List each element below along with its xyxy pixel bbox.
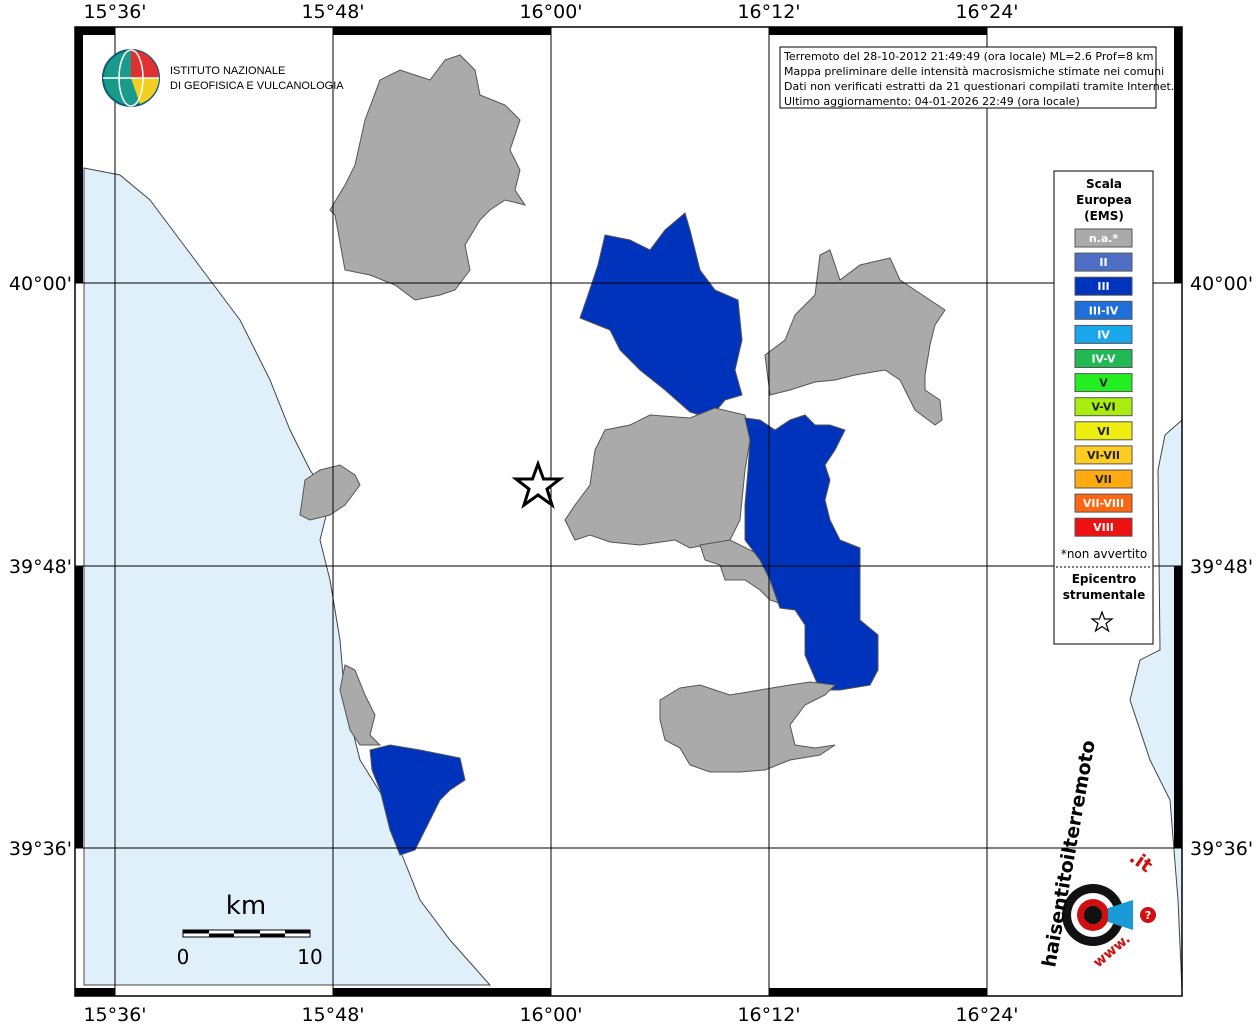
area-iii: [369, 744, 466, 856]
info-box: [779, 46, 1157, 109]
frame-bands: [75, 27, 1182, 996]
legend-note: *non avvertito: [1061, 547, 1147, 561]
info-line: Ultimo aggiornamento: 04-01-2026 22:49 (…: [784, 95, 1080, 108]
ingv-logo: ISTITUTO NAZIONALE DI GEOFISICA E VULCAN…: [102, 49, 344, 107]
legend-swatch: [1074, 469, 1133, 489]
graticule: [75, 27, 1182, 996]
lat-label: 40°00': [1190, 273, 1253, 295]
legend-epicenter: Epicentro: [1072, 572, 1137, 586]
legend-swatch: [1074, 445, 1133, 465]
legend-swatch: [1074, 517, 1133, 537]
legend-epicenter: strumentale: [1063, 588, 1146, 602]
legend-title-line: Scala: [1086, 177, 1122, 191]
legend-title-line: (EMS): [1084, 209, 1124, 223]
area-na: [339, 664, 382, 746]
legend-swatch: [1074, 397, 1133, 417]
lon-label: 15°36': [83, 1004, 146, 1024]
lon-label: 16°12': [737, 1, 800, 23]
legend-swatch: [1074, 324, 1133, 344]
legend-label: VII-VIII: [1083, 497, 1124, 510]
legend-label: IV-V: [1091, 353, 1116, 366]
axis-labels: 15°36' 15°36' 15°48' 15°48' 16°00' 16°00' 16°1…: [9, 1, 1253, 1024]
info-line: Mappa preliminare delle intensità macros…: [784, 65, 1164, 78]
legend-swatch: [1074, 421, 1133, 441]
epicenter-star: [511, 459, 565, 509]
lon-label: 16°24': [955, 1004, 1018, 1024]
area-na: [299, 464, 361, 521]
area-na: [659, 681, 837, 773]
legend-label: II: [1099, 256, 1107, 269]
logo-text: DI GEOFISICA E VULCANOLOGIA: [170, 80, 344, 92]
legend-label: III: [1097, 280, 1109, 293]
legend-label: n.a.*: [1089, 232, 1119, 245]
legend-swatch: [1074, 276, 1133, 296]
scale-label: 10: [297, 945, 322, 969]
legend-title-line: Europea: [1076, 193, 1132, 207]
scale-unit: km: [226, 891, 266, 921]
legend-label: III-IV: [1089, 304, 1119, 317]
lat-label: 39°48': [1190, 556, 1253, 578]
info-line: Terremoto del 28-10-2012 21:49:49 (ora l…: [783, 50, 1154, 63]
legend-label: VIII: [1093, 521, 1114, 534]
sea: [1129, 418, 1183, 991]
area-na: [564, 407, 751, 549]
legend-swatch: [1074, 300, 1133, 320]
logo-text: ISTITUTO NAZIONALE: [170, 65, 285, 77]
scale-bar: km 0 10: [177, 891, 323, 969]
legend-swatch: [1074, 373, 1133, 393]
lon-label: 15°48': [301, 1004, 364, 1024]
lon-label: 15°36': [83, 1, 146, 23]
legend-label: V-VI: [1091, 401, 1115, 414]
legend-label: V: [1099, 377, 1108, 390]
info-text: Terremoto del 28-10-2012 21:49:49 (ora l…: [783, 50, 1174, 108]
legend-swatch: [1074, 493, 1133, 513]
area-na: [329, 54, 527, 301]
lon-label: 16°00': [519, 1, 582, 23]
legend-label: IV: [1097, 328, 1110, 341]
legend-swatch: [1074, 349, 1133, 368]
scale-label: 0: [177, 945, 190, 969]
legend-items: n.a.*IIIIIIII-IVIVIV-VVV-VIVIVI-VIIVIIVI…: [1074, 228, 1133, 537]
legend-label: VII: [1095, 473, 1112, 486]
legend-label: VI-VII: [1087, 449, 1120, 462]
lon-label: 15°48': [301, 1, 364, 23]
lon-label: 16°12': [737, 1004, 800, 1024]
legend-swatch: [1074, 228, 1133, 248]
legend-swatch: [1074, 252, 1133, 272]
area-iii: [579, 212, 743, 419]
legend-title: Scala Europea (EMS): [1076, 177, 1132, 223]
lat-label: 39°36': [1190, 838, 1253, 860]
legend-star: [1090, 610, 1114, 633]
lat-label: 40°00': [9, 273, 72, 295]
lat-label: 39°36': [9, 838, 72, 860]
area-iii: [744, 414, 879, 691]
lon-label: 16°24': [955, 1, 1018, 23]
legend-label: VI: [1097, 425, 1110, 438]
area-na: [764, 249, 946, 426]
regions: [299, 54, 946, 856]
info-line: Dati non verificati estratti da 21 quest…: [784, 80, 1174, 93]
svg-text:?: ?: [1145, 909, 1151, 922]
lon-label: 16°00': [519, 1004, 582, 1024]
sea: [83, 167, 492, 986]
frame-border: [74, 26, 1183, 997]
lat-label: 39°48': [9, 556, 72, 578]
